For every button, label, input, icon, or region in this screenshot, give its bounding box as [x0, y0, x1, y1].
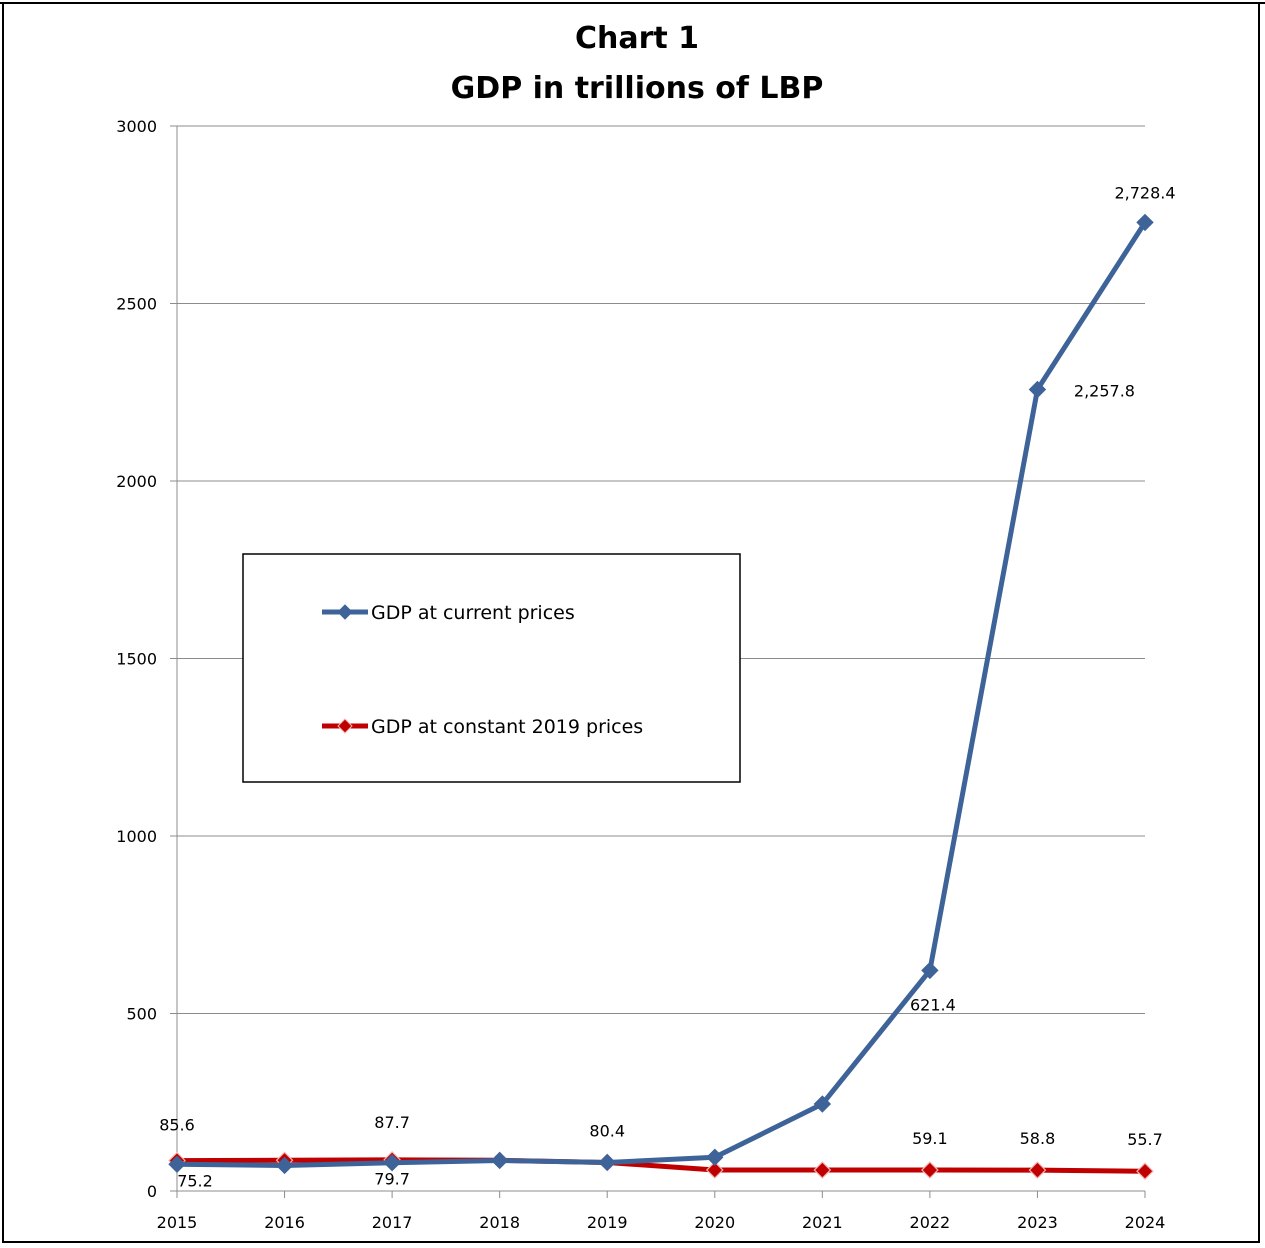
- x-tick-label-2018: 2018: [479, 1213, 520, 1232]
- data-point-current-prices-2020: [706, 1148, 724, 1166]
- data-label-current-prices-2022: 621.4: [910, 995, 956, 1014]
- legend-box: [242, 553, 741, 783]
- y-tick-label-2500: 2500: [116, 295, 157, 314]
- gridlines: [177, 125, 1145, 1014]
- data-label-current-prices-2015: 75.2: [177, 1171, 213, 1190]
- x-tick-label-2020: 2020: [694, 1213, 735, 1232]
- x-tick-label-2016: 2016: [264, 1213, 305, 1232]
- data-label-constant-prices-2017: 87.7: [374, 1113, 410, 1132]
- series-line-constant-prices: [174, 1157, 1148, 1174]
- data-label-constant-prices-2023: 58.8: [1020, 1129, 1056, 1148]
- data-label-current-prices-2024: 2,728.4: [1114, 183, 1175, 202]
- x-tick-label-2021: 2021: [802, 1213, 843, 1232]
- data-point-current-prices-2018: [490, 1151, 509, 1170]
- legend-swatch-marker-constant-prices: [337, 718, 353, 734]
- y-tick-label-3000: 3000: [116, 117, 157, 136]
- data-point-constant-prices-2024: [1136, 1162, 1154, 1181]
- data-point-current-prices-2023: [1028, 380, 1047, 399]
- data-label-current-prices-2017: 79.7: [374, 1170, 410, 1189]
- y-tick-label-1000: 1000: [116, 827, 157, 846]
- data-point-current-prices-2017: [383, 1153, 401, 1172]
- data-point-current-prices-2016: [275, 1156, 294, 1175]
- y-tick-label-2000: 2000: [116, 472, 157, 491]
- data-label-constant-prices-2019: 80.4: [589, 1121, 625, 1140]
- legend-label-constant-prices: GDP at constant 2019 prices: [371, 716, 643, 738]
- data-point-constant-prices-2020: [705, 1161, 724, 1179]
- data-label-current-prices-2023: 2,257.8: [1074, 381, 1135, 400]
- data-label-constant-prices-2022: 59.1: [912, 1129, 948, 1148]
- data-point-current-prices-2019: [598, 1153, 616, 1172]
- chart-title: Chart 1: [575, 21, 699, 56]
- y-tick-label-1500: 1500: [116, 650, 157, 669]
- series-line-current-prices: [174, 219, 1148, 1168]
- x-tick-label-2023: 2023: [1017, 1213, 1058, 1232]
- chart-subtitle: GDP in trillions of LBP: [451, 71, 824, 106]
- y-tick-label-500: 500: [126, 1005, 157, 1024]
- legend: GDP at current prices GDP at constant 201…: [242, 553, 741, 783]
- data-point-constant-prices-2022: [921, 1161, 939, 1179]
- legend-label-current-prices: GDP at current prices: [371, 602, 575, 624]
- data-point-current-prices-2022: [921, 961, 939, 980]
- series-group: [168, 213, 1154, 1181]
- data-point-constant-prices-2021: [813, 1161, 832, 1179]
- data-point-current-prices-2024: [1136, 213, 1154, 232]
- x-tick-label-2017: 2017: [372, 1213, 413, 1232]
- data-label-constant-prices-2024: 55.7: [1127, 1130, 1163, 1149]
- x-tick-label-2024: 2024: [1125, 1213, 1166, 1232]
- data-point-current-prices-2021: [813, 1095, 832, 1113]
- x-tick-label-2019: 2019: [587, 1213, 628, 1232]
- series-current-prices: [168, 213, 1154, 1175]
- x-tick-label-2022: 2022: [910, 1213, 951, 1232]
- x-tick-label-2015: 2015: [157, 1213, 198, 1232]
- data-point-current-prices-2015: [168, 1155, 186, 1174]
- axes: 0 500 1000 1500 2000 2500 3000 2015 2016 2017 2018…: [116, 117, 1165, 1232]
- data-point-constant-prices-2023: [1028, 1161, 1047, 1179]
- legend-swatch-marker-current-prices: [337, 604, 353, 620]
- y-tick-label-0: 0: [147, 1182, 157, 1201]
- data-labels: 85.6 87.7 80.4 59.1 58.8 55.7 75.2 79.7 621.4 2,2…: [159, 183, 1175, 1190]
- data-label-constant-prices-2015: 85.6: [159, 1116, 195, 1135]
